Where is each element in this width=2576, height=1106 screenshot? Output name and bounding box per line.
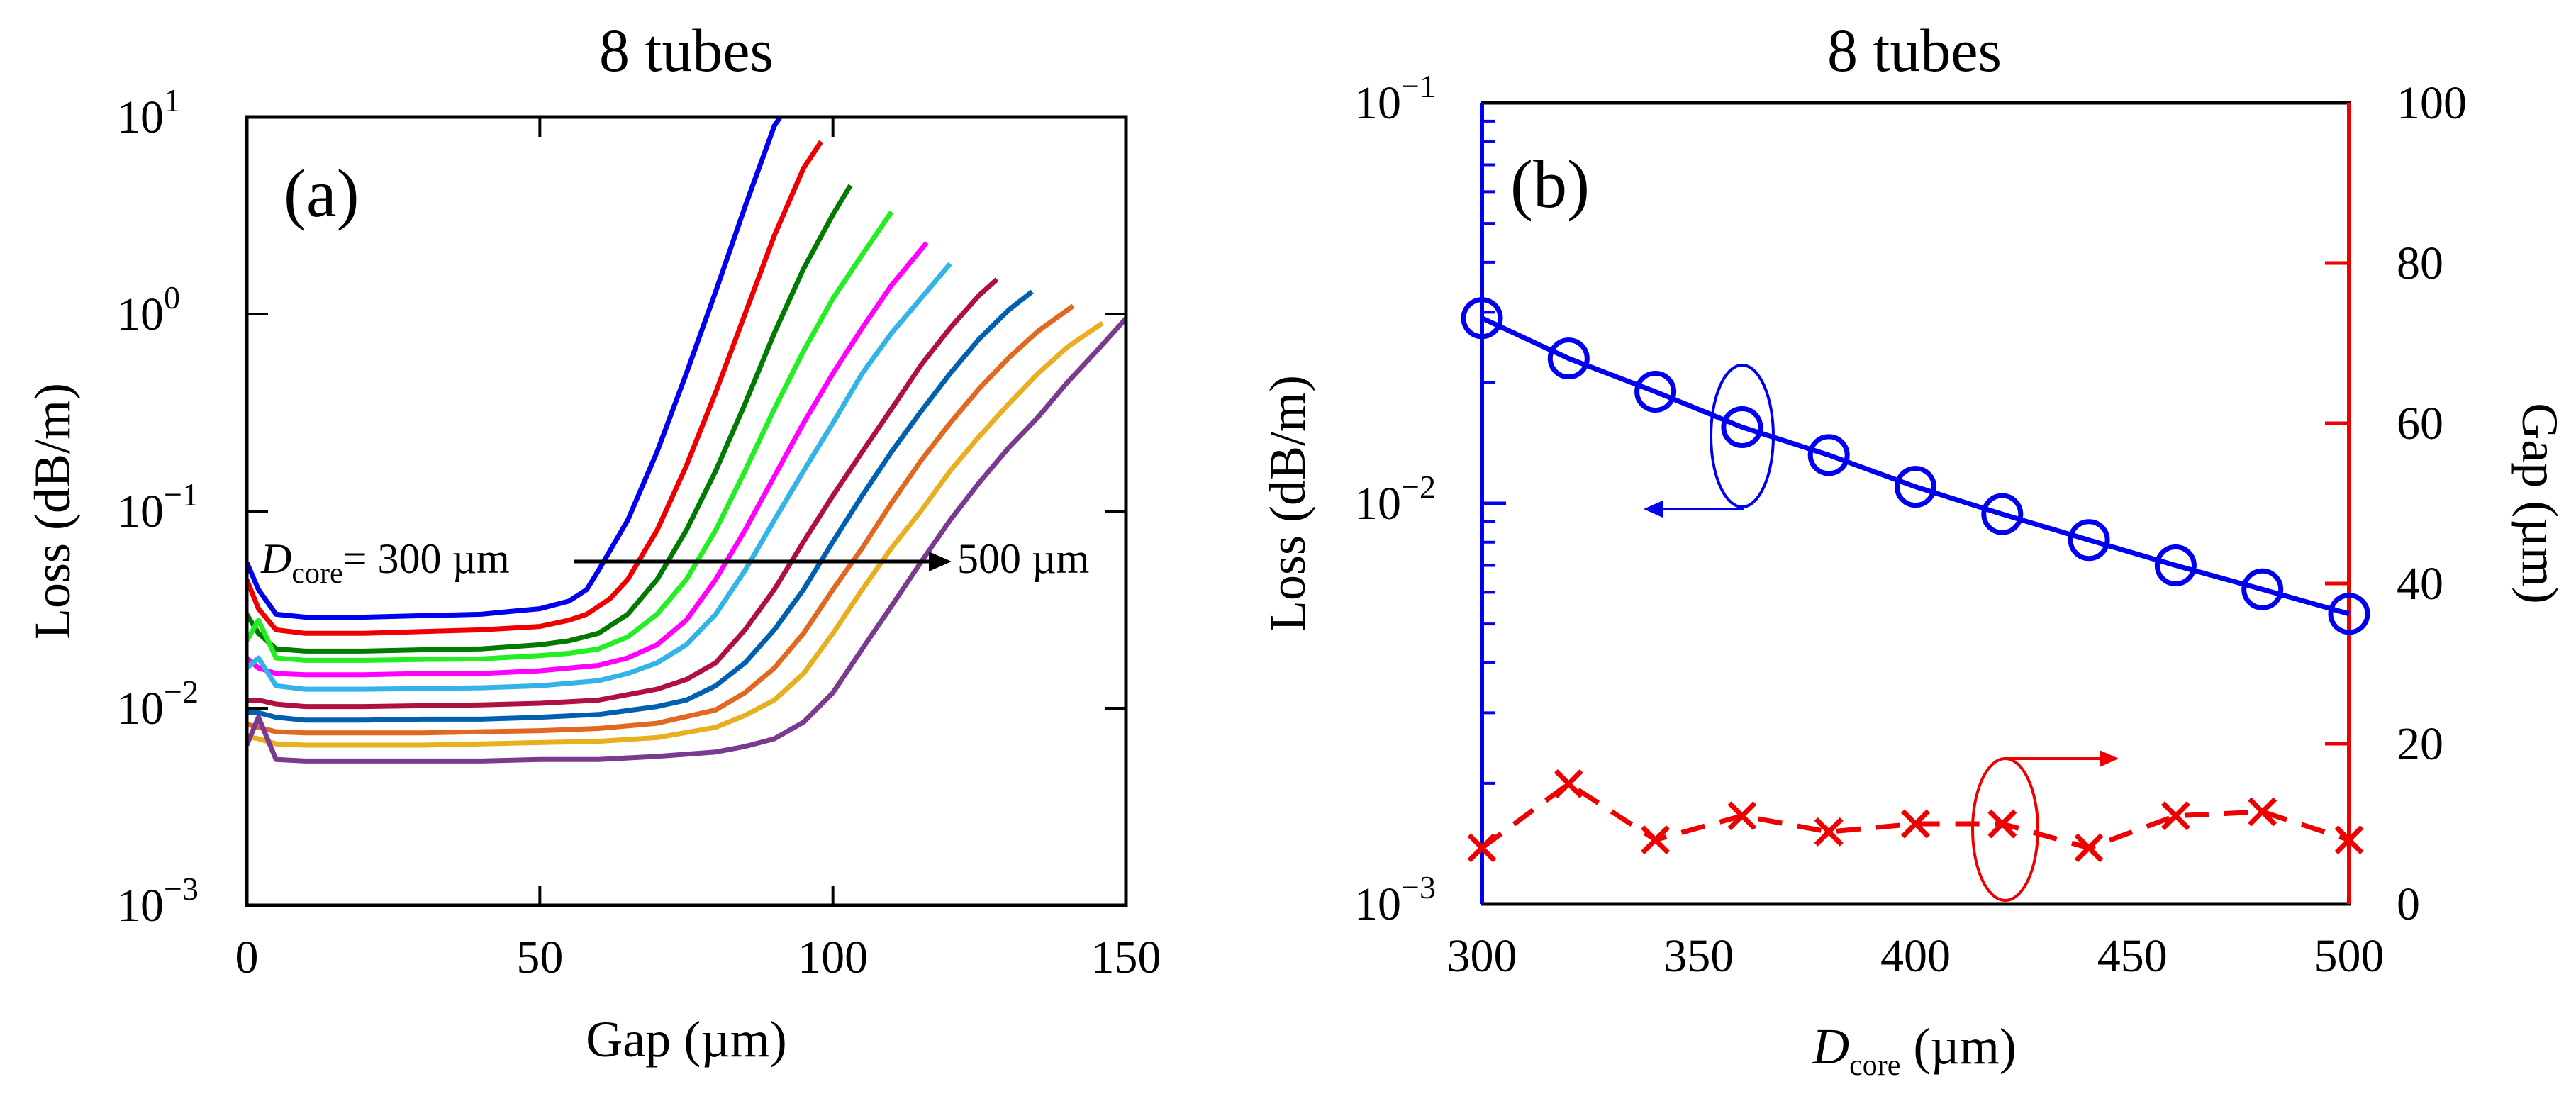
panel-b-title: 8 tubes [1827, 16, 2002, 84]
gap-series-line [1480, 781, 2351, 851]
gap-axis-indicator [1971, 750, 2119, 902]
panel-a: 8 tubes 0 50 100 150 101 100 10−1 10−2 10−3 (a)… [24, 16, 1161, 1068]
dcore-arrow-head [929, 552, 952, 571]
panel-b-y-axis-label: Loss (dB/m) [1259, 375, 1316, 632]
panel-a-title: 8 tubes [599, 16, 774, 84]
gap-point [1901, 809, 1930, 839]
loss-series-line [1481, 315, 2350, 617]
loss-point [1807, 434, 1850, 476]
loss-curve-7 [247, 277, 999, 710]
panel-b-y-tick-label: 10−3 [1354, 869, 1436, 930]
loss-indicator-arrow-head [1644, 501, 1663, 518]
panel-b-y2-tick-label: 0 [2397, 878, 2420, 930]
loss-point [1461, 297, 1503, 340]
panel-b-y2-tick-label: 80 [2397, 238, 2443, 289]
gap-point [1554, 769, 1583, 798]
panel-b-x-tick-label: 450 [2097, 930, 2168, 982]
panel-a-y-tick-label: 10−3 [117, 871, 199, 932]
panel-a-frame [245, 115, 1128, 907]
gap-point [2334, 825, 2364, 855]
gap-point [2074, 833, 2104, 863]
loss-point [1895, 466, 1936, 508]
panel-a-label: (a) [284, 155, 359, 231]
loss-curve-5 [245, 241, 929, 678]
loss-point [1547, 337, 1590, 380]
panel-a-y-tick-label: 100 [117, 279, 180, 340]
panel-a-curves [244, 116, 1128, 764]
panel-b-x-tick-label: 400 [1880, 930, 1951, 982]
loss-point [1721, 406, 1763, 448]
loss-point [2241, 568, 2284, 610]
loss-curve-1 [244, 116, 783, 620]
panel-b-y2-axis-label: Gap (µm) [2511, 403, 2568, 603]
loss-indicator-arrow-line [1658, 507, 1744, 510]
panel-a-y-axis-label: Loss (dB/m) [24, 383, 81, 639]
gap-point [1814, 817, 1844, 847]
gap-point [1987, 809, 2017, 839]
panel-b-x-tick-label: 350 [1663, 930, 1734, 982]
panel-a-x-tick-label: 150 [1091, 932, 1161, 983]
panel-a-y-tick-label: 101 [117, 82, 180, 143]
loss-curve-2 [244, 140, 824, 636]
dcore-annotation: Dcore= 300 µm 500 µm [260, 535, 1089, 590]
gap-indicator-arrow-head [2100, 750, 2119, 767]
panel-b-x-tick-label: 500 [2314, 930, 2385, 982]
loss-curve-4 [244, 210, 894, 663]
panel-a-x-tick-label: 50 [516, 932, 563, 983]
panel-a-x-tick-label: 0 [235, 932, 259, 983]
panel-b-x-axis-label: Dcore (µm) [1812, 1018, 2017, 1082]
loss-curve-6 [245, 262, 952, 692]
loss-point [1981, 493, 2024, 535]
panel-b: 8 tubes 300 350 400 450 50010−110−210−310080… [1259, 16, 2568, 1082]
panel-a-y-tick-label: 10−1 [117, 476, 199, 537]
dcore-annotation-start: Dcore= 300 µm [260, 535, 510, 590]
loss-curve-9 [246, 303, 1075, 736]
panel-b-y2-tick-label: 40 [2397, 558, 2443, 610]
loss-point [1634, 371, 1677, 413]
loss-axis-indicator [1644, 364, 1775, 518]
panel-a-y-tick-label: 10−2 [117, 674, 199, 734]
panel-a-x-ticks: 0 50 100 150 [235, 117, 1161, 983]
gap-point [2160, 801, 2190, 831]
loss-curve-3 [245, 184, 853, 654]
gap-point [2248, 797, 2277, 827]
loss-point [2328, 593, 2370, 635]
panel-b-y-tick-label: 10−1 [1354, 68, 1436, 129]
panel-b-y2-tick-label: 20 [2397, 718, 2443, 770]
panel-b-series [1461, 297, 2370, 863]
panel-b-ticks: 300 350 400 450 500 10−1 10−2 10−3 100 80 60 40 20 0 [1354, 68, 2467, 982]
panel-a-x-axis-label: Gap (µm) [586, 1011, 786, 1068]
dcore-annotation-end: 500 µm [957, 535, 1089, 582]
panel-b-y2-tick-label: 60 [2397, 398, 2443, 449]
gap-point [1467, 833, 1497, 863]
loss-curve-11 [244, 316, 1128, 764]
panel-b-label: (b) [1510, 146, 1590, 222]
panel-b-y2-tick-label: 100 [2397, 77, 2467, 129]
loss-curve-10 [246, 320, 1104, 748]
gap-point [1727, 801, 1757, 831]
panel-a-x-tick-label: 100 [798, 932, 868, 983]
loss-point [2068, 519, 2110, 562]
panel-b-y-tick-label: 10−2 [1354, 469, 1436, 530]
panel-a-y-ticks: 101 100 10−1 10−2 10−3 [117, 82, 1126, 932]
panel-b-x-tick-label: 300 [1447, 930, 1517, 982]
loss-point [2154, 544, 2197, 587]
gap-point [1641, 825, 1671, 855]
loss-curve-8 [247, 289, 1034, 723]
